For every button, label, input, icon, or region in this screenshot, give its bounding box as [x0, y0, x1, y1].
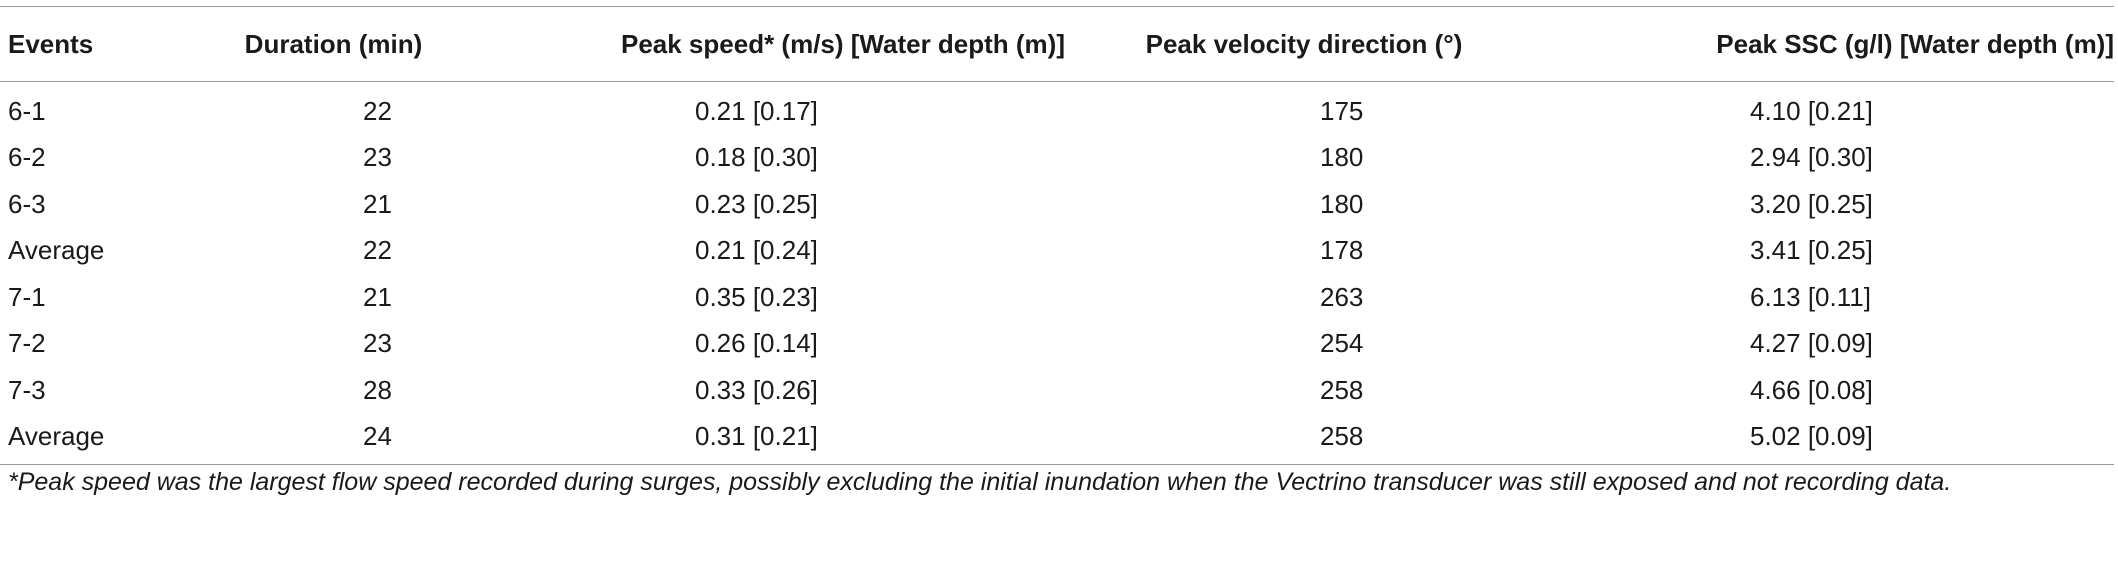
cell-peak-speed: 0.23 [0.25] [695, 188, 818, 219]
cell-peak-ssc: 3.20 [0.25] [1750, 188, 1873, 219]
table-footnote: *Peak speed was the largest flow speed r… [8, 468, 1952, 496]
cell-peak-direction: 258 [1065, 413, 1539, 465]
cell-event: 7-3 [8, 374, 46, 405]
cell-event: 6-2 [8, 142, 46, 173]
header-peak-velocity-direction: Peak velocity direction (°) [1065, 6, 1539, 82]
table-row: 7-1 21 0.35 [0.23] 263 6.13 [0.11] [0, 274, 2114, 321]
cell-peak-ssc: 3.41 [0.25] [1750, 235, 1873, 266]
cell-duration: 23 [363, 328, 392, 359]
table-row: Average 24 0.31 [0.21] 258 5.02 [0.09] [0, 413, 2114, 465]
cell-peak-speed: 0.26 [0.14] [695, 328, 818, 359]
header-peak-speed: Peak speed* (m/s) [Water depth (m)] [448, 6, 1065, 82]
cell-event: 7-2 [8, 328, 46, 359]
cell-event: 7-1 [8, 281, 46, 312]
cell-peak-direction: 258 [1320, 374, 1364, 405]
cell-duration: 22 [363, 235, 392, 266]
table-row: 7-3 28 0.33 [0.26] 258 4.66 [0.08] [0, 367, 2114, 414]
table-row: 6-2 23 0.18 [0.30] 180 2.94 [0.30] [0, 135, 2114, 182]
cell-peak-speed: 0.18 [0.30] [695, 142, 818, 173]
cell-event: 6-3 [8, 188, 46, 219]
cell-peak-speed: 0.21 [0.24] [695, 235, 818, 266]
cell-peak-speed: 0.35 [0.23] [695, 281, 818, 312]
cell-peak-ssc: 2.94 [0.30] [1750, 142, 1873, 173]
cell-peak-speed: 0.31 [0.21] [448, 413, 1065, 465]
cell-peak-direction: 180 [1320, 142, 1364, 173]
table-row: Average 22 0.21 [0.24] 178 3.41 [0.25] [0, 228, 2114, 275]
cell-event: Average [8, 235, 105, 266]
header-events: Events [0, 6, 215, 82]
cell-duration: 21 [363, 188, 392, 219]
table-header-row: Events Duration (min) Peak speed* (m/s) … [0, 6, 2114, 82]
header-duration: Duration (min) [215, 6, 448, 82]
cell-duration: 23 [363, 142, 392, 173]
cell-peak-direction: 178 [1320, 235, 1364, 266]
cell-peak-direction: 175 [1320, 95, 1364, 126]
cell-peak-ssc: 4.10 [0.21] [1750, 95, 1873, 126]
cell-peak-ssc: 5.02 [0.09] [1539, 413, 2114, 465]
cell-peak-direction: 263 [1320, 281, 1364, 312]
cell-peak-direction: 254 [1320, 328, 1364, 359]
cell-duration: 28 [363, 374, 392, 405]
table-row: 6-1 22 0.21 [0.17] 175 4.10 [0.21] [0, 82, 2114, 135]
cell-duration: 22 [363, 95, 392, 126]
cell-peak-speed: 0.21 [0.17] [695, 95, 818, 126]
cell-duration: 24 [215, 413, 448, 465]
cell-duration: 21 [363, 281, 392, 312]
header-peak-ssc: Peak SSC (g/l) [Water depth (m)] [1539, 6, 2114, 82]
cell-peak-ssc: 4.27 [0.09] [1750, 328, 1873, 359]
table-row: 7-2 23 0.26 [0.14] 254 4.27 [0.09] [0, 321, 2114, 368]
cell-peak-direction: 180 [1320, 188, 1364, 219]
events-table: Events Duration (min) Peak speed* (m/s) … [0, 6, 2114, 465]
cell-event: 6-1 [8, 95, 46, 126]
cell-peak-speed: 0.33 [0.26] [695, 374, 818, 405]
cell-peak-ssc: 4.66 [0.08] [1750, 374, 1873, 405]
cell-peak-ssc: 6.13 [0.11] [1750, 281, 1871, 312]
table-row: 6-3 21 0.23 [0.25] 180 3.20 [0.25] [0, 181, 2114, 228]
cell-event: Average [0, 413, 215, 465]
